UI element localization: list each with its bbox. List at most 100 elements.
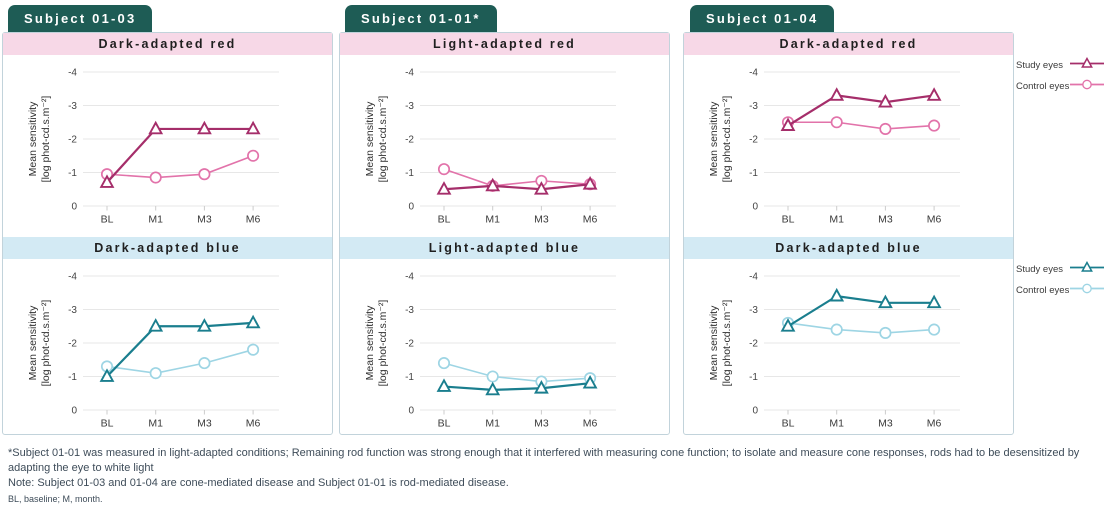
chart-title-light-adapted-blue: Light-adapted blue: [340, 237, 669, 259]
chart-title-light-adapted-red: Light-adapted red: [340, 33, 669, 55]
study-eyes-triangle-marker-icon: [1070, 260, 1104, 279]
x-tick-label: M6: [246, 418, 261, 430]
y-axis-label: Mean sensitivity [log phot-cd.s.m⁻²]: [364, 300, 389, 387]
x-tick-label: BL: [782, 418, 795, 430]
triangle-marker: [780, 318, 796, 332]
y-tick-label: -4: [749, 68, 758, 79]
circle-marker: [1082, 283, 1092, 293]
chart-subject-01-03-dark-adapted-blue: -4 -3 -2 -1 0 BL M1 M3 M6 Mean sensitivity [log ph…: [3, 259, 332, 436]
series-study-eyes: [99, 314, 261, 382]
gridlines: -4 -3 -2 -1 0: [405, 272, 616, 417]
y-tick-label: -1: [749, 372, 758, 383]
y-tick-label: 0: [752, 202, 758, 213]
gridlines: -4 -3 -2 -1 0: [749, 272, 960, 417]
y-tick-label: 0: [71, 202, 77, 213]
x-tick-label: M1: [148, 418, 163, 430]
triangle-marker: [877, 294, 893, 309]
footnote-asterisk: *Subject 01-01 was measured in light-ada…: [8, 447, 1080, 474]
strip-gap: [340, 232, 669, 237]
triangle-marker: [485, 177, 501, 192]
legend-item-control-eyes: Control eyes: [1016, 283, 1104, 297]
y-tick-label: -3: [405, 101, 414, 112]
y-tick-label: 0: [752, 406, 758, 417]
triangle-marker: [780, 117, 796, 131]
legend-item-control-eyes: Control eyes: [1016, 79, 1104, 93]
chart-subject-01-01-light-adapted-red: -4 -3 -2 -1 0 BL M1 M3 M6 Mean sensitivity [log ph…: [340, 55, 669, 232]
chart-subject-01-04-dark-adapted-red: -4 -3 -2 -1 0 BL M1 M3 M6 Mean sensitivity [log ph…: [684, 55, 1013, 232]
strip-gap: [3, 232, 332, 237]
y-tick-label: -3: [68, 101, 77, 112]
circle-marker: [149, 367, 162, 380]
subject-badge-01-03: Subject 01-03: [8, 5, 153, 32]
legend-red-charts: Study eyes Control eyes: [1016, 56, 1104, 100]
circle-marker: [879, 326, 892, 339]
svg-text:[log phot-cd.s.m⁻²]: [log phot-cd.s.m⁻²]: [40, 300, 52, 387]
y-tick-label: -1: [405, 168, 414, 179]
triangle-marker: [926, 294, 942, 309]
subject-card-01-04: Dark-adapted red -4 -3 -2 -1 0 BL M1 M3 M6 Mean s…: [683, 32, 1014, 435]
triangle-marker: [533, 380, 549, 394]
x-tick-label: M1: [829, 418, 844, 430]
chart-canvas: -4 -3 -2 -1 0 BL M1 M3 M6 Mean sensitivity [log ph…: [364, 68, 616, 226]
x-tick-label: M1: [485, 418, 500, 430]
x-tick-label: M6: [583, 214, 598, 226]
series-control-eyes: [781, 116, 941, 135]
legend-item-study-eyes: Study eyes: [1016, 56, 1104, 75]
control-eyes-circle-marker-icon: [1070, 77, 1104, 96]
triangle-marker: [436, 181, 452, 195]
triangle-marker: [148, 120, 164, 135]
y-tick-label: -4: [405, 272, 414, 283]
legend-label-study-eyes: Study eyes: [1016, 263, 1063, 275]
triangle-marker: [99, 174, 115, 188]
x-axis: BL M1 M3 M6: [782, 410, 942, 430]
control-eyes-circle-marker-icon: [1070, 281, 1104, 300]
y-tick-label: -1: [68, 372, 77, 383]
triangle-marker: [245, 120, 261, 135]
legend-blue-charts: Study eyes Control eyes: [1016, 260, 1104, 304]
y-tick-label: -3: [405, 305, 414, 316]
x-tick-label: M3: [534, 214, 549, 226]
triangle-marker: [829, 87, 845, 101]
triangle-marker: [196, 120, 212, 135]
y-tick-label: -2: [405, 135, 414, 146]
y-tick-label: -1: [68, 168, 77, 179]
circle-marker: [437, 163, 451, 176]
x-tick-label: BL: [438, 214, 451, 226]
circle-marker: [247, 343, 260, 356]
y-tick-label: -3: [749, 101, 758, 112]
triangle-swatch: [1070, 56, 1104, 68]
x-tick-label: BL: [101, 418, 114, 430]
circle-marker: [198, 168, 211, 181]
y-tick-label: -1: [405, 372, 414, 383]
circle-swatch: [1070, 283, 1104, 293]
x-tick-label: BL: [782, 214, 795, 226]
subject-card-01-01: Light-adapted red -4 -3 -2 -1 0 BL M1 M3 M6 Mean …: [339, 32, 670, 435]
triangle-marker: [485, 381, 501, 396]
chart-canvas: -4 -3 -2 -1 0 BL M1 M3 M6 Mean sensitivity [log ph…: [27, 272, 279, 430]
y-axis-label: Mean sensitivity [log phot-cd.s.m⁻²]: [27, 96, 52, 183]
y-tick-label: -4: [749, 272, 758, 283]
x-tick-label: BL: [101, 214, 114, 226]
chart-title-dark-adapted-blue: Dark-adapted blue: [3, 237, 332, 259]
x-tick-label: M6: [927, 418, 942, 430]
svg-text:[log phot-cd.s.m⁻²]: [log phot-cd.s.m⁻²]: [40, 96, 52, 183]
circle-marker: [1082, 79, 1092, 89]
x-tick-label: M6: [583, 418, 598, 430]
y-tick-label: -4: [405, 68, 414, 79]
study-eyes-triangle-marker-icon: [1070, 56, 1104, 75]
circle-marker: [879, 122, 892, 135]
series-study-eyes: [780, 287, 942, 332]
triangle-marker: [196, 318, 212, 332]
y-tick-label: -2: [68, 135, 77, 146]
x-tick-label: M3: [197, 418, 212, 430]
circle-marker: [830, 323, 843, 336]
subject-badge-01-01: Subject 01-01*: [345, 5, 497, 32]
x-axis: BL M1 M3 M6: [438, 206, 598, 226]
svg-text:Mean sensitivity: Mean sensitivity: [708, 305, 720, 380]
y-axis-label: Mean sensitivity [log phot-cd.s.m⁻²]: [364, 96, 389, 183]
svg-text:Mean sensitivity: Mean sensitivity: [364, 305, 376, 380]
triangle-marker: [436, 378, 452, 392]
x-tick-label: M1: [829, 214, 844, 226]
footnote-abbreviations: BL, baseline; M, month.: [8, 493, 103, 504]
series-study-eyes: [99, 120, 261, 188]
